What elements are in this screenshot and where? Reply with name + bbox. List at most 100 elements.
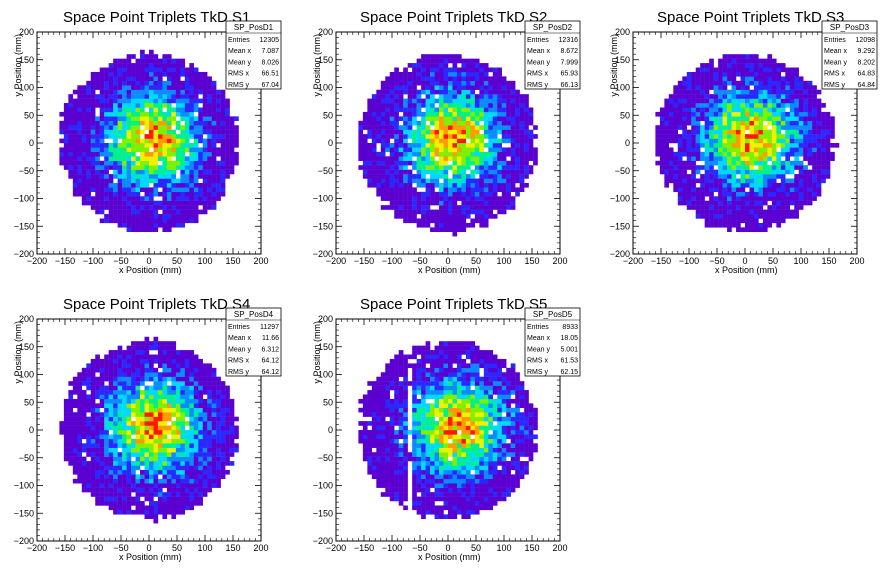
heatmap-cell: [488, 174, 493, 179]
heatmap-cell: [421, 147, 426, 153]
heatmap-cell: [448, 116, 453, 121]
heatmap-cell: [389, 174, 395, 179]
heatmap-cell: [90, 403, 96, 408]
heatmap-cell: [740, 111, 746, 117]
heatmap-cell: [713, 200, 719, 206]
heatmap-cell: [727, 134, 732, 139]
heatmap-cell: [803, 147, 808, 153]
heatmap-cell: [412, 191, 417, 197]
heatmap-cell: [771, 116, 777, 121]
heatmap-cell: [753, 209, 759, 215]
heatmap-cell: [762, 169, 768, 175]
heatmap-cell: [108, 358, 114, 364]
heatmap-cell: [456, 147, 462, 153]
heatmap-cell: [126, 71, 132, 77]
heatmap-cell: [149, 178, 154, 184]
heatmap-cell: [216, 169, 221, 175]
heatmap-cell: [113, 416, 118, 422]
heatmap-cell: [126, 209, 132, 215]
heatmap-cell: [220, 151, 226, 157]
heatmap-cell: [515, 160, 520, 166]
heatmap-cell: [81, 182, 87, 188]
heatmap-cell: [713, 85, 719, 90]
heatmap-cell: [807, 134, 813, 139]
heatmap-cell: [780, 107, 786, 113]
heatmap-cell: [180, 169, 186, 175]
heatmap-cell: [713, 138, 719, 144]
heatmap-cell: [506, 200, 511, 206]
heatmap-cell: [470, 129, 476, 135]
heatmap-cell: [193, 129, 199, 135]
heatmap-cell: [691, 103, 696, 108]
x-tick-label: 0: [146, 256, 151, 266]
heatmap-cell: [807, 98, 813, 104]
heatmap-cell: [99, 363, 105, 369]
x-tick-label: −50: [709, 256, 724, 266]
heatmap-cell: [780, 160, 786, 166]
heatmap-cell: [524, 129, 529, 135]
heatmap-cell: [430, 111, 435, 117]
heatmap-cell: [367, 98, 373, 104]
heatmap-cell: [90, 430, 96, 435]
heatmap-cell: [207, 98, 212, 104]
heatmap-cell: [144, 187, 150, 193]
heatmap-cell: [798, 147, 804, 153]
heatmap-cell: [149, 156, 154, 161]
heatmap-cell: [722, 67, 728, 73]
heatmap-cell: [385, 182, 390, 188]
heatmap-cell: [385, 174, 390, 179]
heatmap-cell: [90, 89, 96, 95]
heatmap-cell: [117, 430, 123, 435]
heatmap-cell: [140, 160, 145, 166]
heatmap-cell: [474, 209, 480, 215]
heatmap-cell: [108, 89, 114, 95]
heatmap-cell: [673, 116, 678, 121]
heatmap-cell: [153, 227, 159, 232]
heatmap-cell: [722, 209, 728, 215]
heatmap-cell: [149, 196, 154, 201]
heatmap-cell: [452, 143, 458, 148]
heatmap-cell: [425, 160, 431, 166]
heatmap-cell: [528, 129, 534, 135]
heatmap-cell: [794, 80, 799, 86]
heatmap-cell: [515, 134, 520, 139]
heatmap-cell: [95, 76, 100, 82]
heatmap-cell: [166, 58, 172, 64]
heatmap-cell: [166, 174, 172, 179]
heatmap-cell: [762, 58, 768, 64]
heatmap-cell: [99, 129, 105, 135]
heatmap-cell: [812, 120, 817, 126]
heatmap-cell: [140, 412, 145, 417]
heatmap-cell: [157, 129, 163, 135]
heatmap-cell: [430, 196, 435, 201]
heatmap-cell: [358, 156, 364, 161]
heatmap-cell: [691, 125, 696, 130]
heatmap-cell: [385, 160, 390, 166]
heatmap-cell: [785, 169, 790, 175]
heatmap-cell: [780, 209, 786, 215]
heatmap-cell: [700, 205, 705, 210]
heatmap-cell: [117, 478, 123, 484]
heatmap-cell: [95, 182, 100, 188]
histogram-pad-4: Space Point Triplets TkD S4−200−200−150−…: [13, 296, 282, 562]
heatmap-cell: [131, 71, 136, 77]
heatmap-cell: [113, 147, 118, 153]
heatmap-cell: [149, 403, 154, 408]
heatmap-cell: [412, 138, 417, 144]
heatmap-cell: [162, 492, 168, 497]
heatmap-cell: [461, 165, 467, 170]
heatmap-cell: [470, 187, 476, 193]
heatmap-cell: [180, 89, 186, 95]
heatmap-cell: [153, 76, 159, 82]
heatmap-cell: [789, 169, 795, 175]
heatmap-cell: [131, 80, 136, 86]
heatmap-cell: [425, 156, 431, 161]
heatmap-cell: [492, 143, 498, 148]
heatmap-cell: [135, 354, 141, 360]
heatmap-cell: [90, 390, 96, 395]
heatmap-cell: [166, 54, 172, 59]
heatmap-cell: [184, 129, 190, 135]
heatmap-cell: [461, 125, 467, 130]
heatmap-cell: [86, 134, 91, 139]
heatmap-cell: [479, 116, 485, 121]
